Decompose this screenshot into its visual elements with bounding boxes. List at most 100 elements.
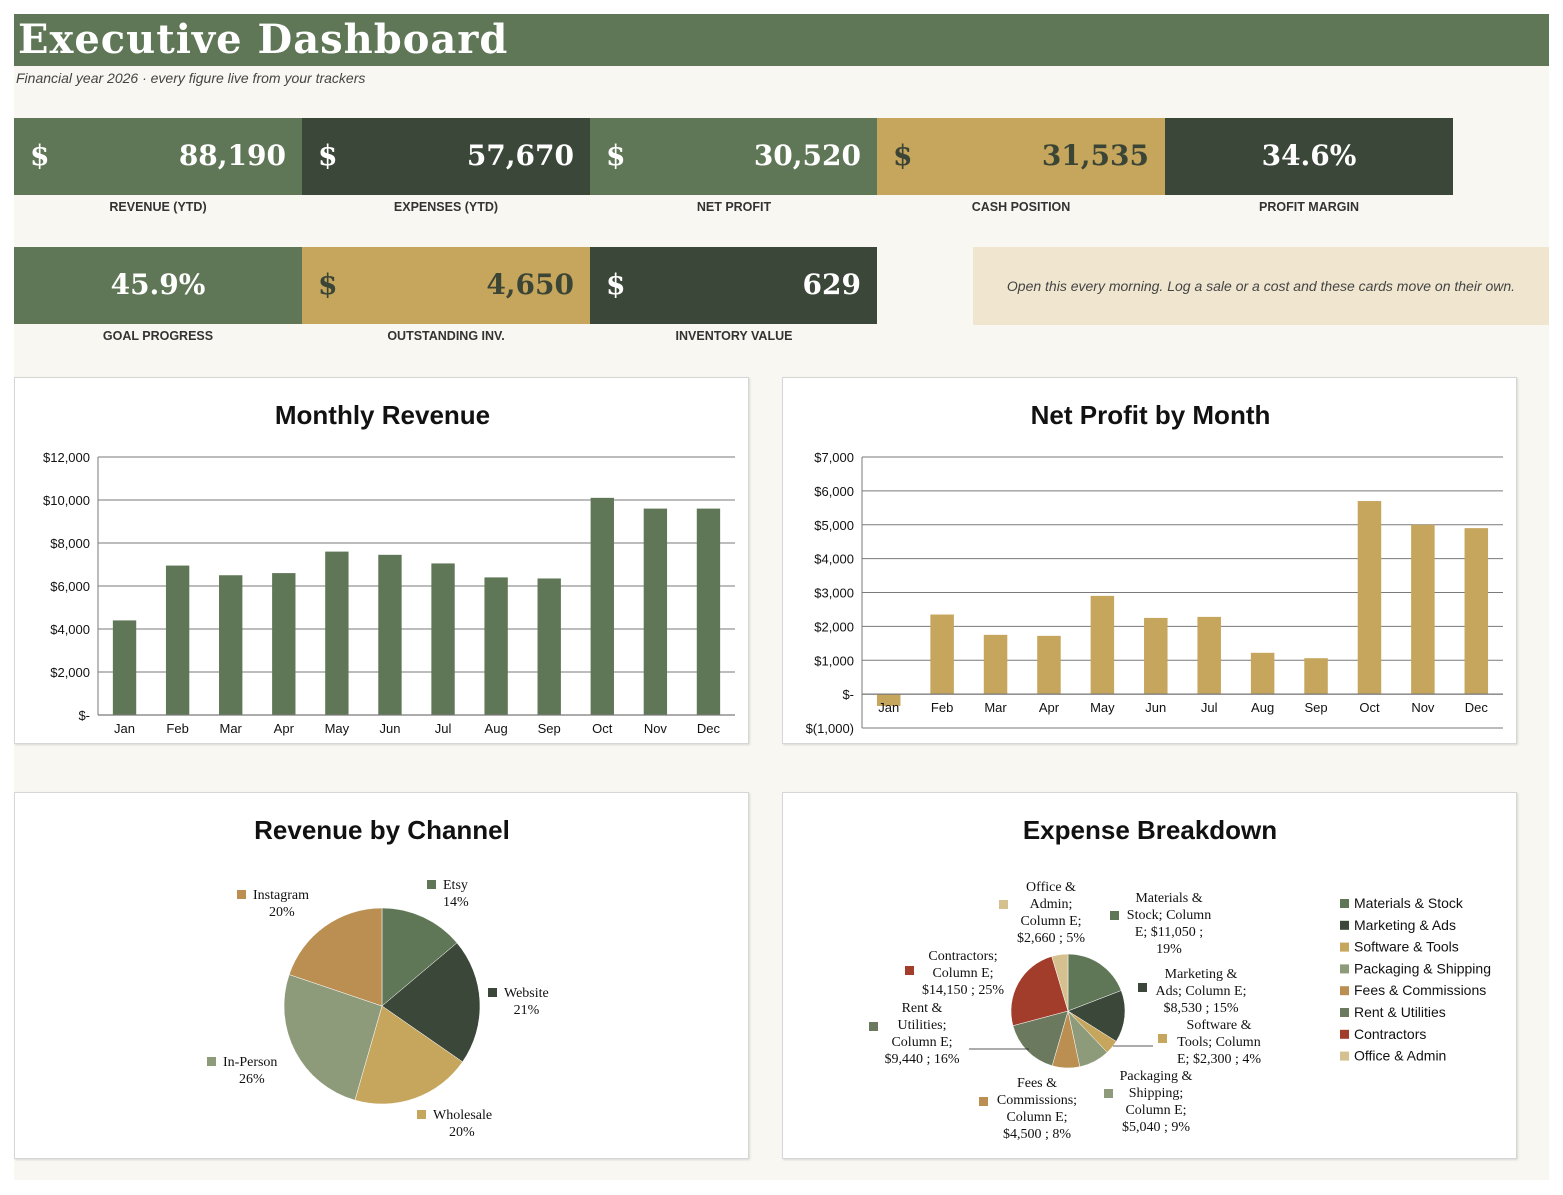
data-label-line: E; $11,050 ;: [1135, 925, 1203, 940]
pie-slice-marketing-ads: [1067, 990, 1126, 1042]
data-label-line: $4,500 ; 8%: [1003, 1127, 1071, 1142]
y-tick-label: $-: [842, 687, 854, 702]
data-label-line: Marketing &: [1165, 967, 1238, 982]
data-label-line: Tools; Column: [1177, 1035, 1260, 1050]
kpi-value: 30,520: [753, 139, 861, 172]
kpi-card-revenue: $ 88,190: [14, 118, 302, 195]
legend-key: [1340, 899, 1349, 908]
kpi-card-expenses: $ 57,670: [302, 118, 590, 195]
x-tick-label: Aug: [485, 721, 508, 736]
bar-jul: [1197, 616, 1221, 695]
chart-panel-monthly-revenue: Monthly Revenue $- $2,000 $4,000 $6,000 $8,00…: [14, 377, 749, 744]
y-tick-label: $4,000: [50, 622, 90, 637]
x-tick-label: Jun: [379, 721, 400, 736]
kpi-currency: $: [893, 139, 913, 172]
legend-key: [237, 890, 246, 899]
x-tick-label: Mar: [220, 721, 243, 736]
legend-key: [1340, 964, 1349, 974]
x-tick-label: Jul: [1201, 700, 1218, 715]
x-tick-label: May: [325, 721, 350, 736]
kpi-value: 34.6%: [1261, 139, 1357, 172]
bar-dec: [696, 508, 721, 715]
y-tick-label: $3,000: [814, 586, 854, 601]
legend-entry: Software & Tools: [1354, 939, 1459, 955]
bar-jun: [1144, 617, 1168, 695]
legend-key: [1340, 1051, 1349, 1061]
y-tick-label: $7,000: [814, 450, 854, 465]
y-tick-label: $5,000: [814, 518, 854, 533]
bar-jul: [431, 563, 455, 715]
kpi-value: 45.9%: [110, 268, 206, 301]
data-label-line: Software &: [1187, 1018, 1252, 1033]
legend-key: [1340, 986, 1349, 996]
legend-entry: Office & Admin: [1354, 1048, 1446, 1064]
pie-slice-contractors: [1010, 956, 1069, 1026]
pie-slice-instagram: [288, 907, 383, 1007]
bar-aug: [1250, 652, 1275, 695]
y-tick-label: $12,000: [43, 450, 90, 465]
data-label-line: Column E;: [1006, 1110, 1067, 1125]
data-label-key: [1158, 1034, 1167, 1043]
pie-slice-website: [381, 942, 481, 1063]
bar-sep: [537, 578, 561, 715]
legend-key: [488, 988, 497, 997]
chart-panel-revenue-by-channel: Revenue by Channel Etsy 14% Website 21% Whole…: [14, 792, 749, 1159]
expense-breakdown-chart: Expense Breakdown Materials & Stock; Colum…: [869, 815, 1491, 1142]
x-tick-label: Sep: [1304, 700, 1327, 715]
x-tick-label: Dec: [697, 721, 721, 736]
bar-sep: [1304, 658, 1328, 695]
data-label-line: Column E;: [932, 966, 993, 981]
x-tick-label: Aug: [1251, 700, 1274, 715]
data-label-key: [999, 900, 1008, 909]
chart-title: Revenue by Channel: [254, 815, 510, 845]
bar-oct: [1357, 501, 1382, 695]
x-tick-label: Oct: [592, 721, 613, 736]
slice-percent-label: 14%: [443, 895, 469, 910]
kpi-label: PROFIT MARGIN: [1259, 200, 1359, 214]
data-label-line: $5,040 ; 9%: [1122, 1120, 1190, 1135]
kpi-card-inventory-value: $ 629: [590, 247, 877, 324]
legend-entry: Contractors: [1354, 1026, 1426, 1042]
y-tick-label: $4,000: [814, 552, 854, 567]
kpi-label: CASH POSITION: [971, 200, 1071, 214]
legend-key: [1340, 920, 1349, 930]
x-tick-label: Dec: [1465, 700, 1489, 715]
x-tick-label: Mar: [984, 700, 1007, 715]
x-tick-label: Oct: [1359, 700, 1380, 715]
y-tick-label: $-: [78, 708, 90, 723]
legend-entry: Marketing & Ads: [1354, 917, 1456, 933]
data-label-key: [1110, 911, 1119, 920]
slice-name-label: In-Person: [223, 1055, 277, 1070]
kpi-currency: $: [606, 268, 626, 301]
bar-feb: [930, 614, 954, 695]
data-label-line: Column E;: [1125, 1103, 1186, 1118]
y-tick-label: $6,000: [814, 484, 854, 499]
pie-slice-office-admin: [1051, 953, 1069, 1012]
legend-key: [427, 880, 436, 889]
monthly-revenue-chart: Monthly Revenue $- $2,000 $4,000 $6,000 $8,00…: [43, 400, 735, 736]
data-label-key: [905, 966, 914, 975]
data-label-key: [1138, 983, 1147, 992]
pie-slice-wholesale: [354, 1005, 463, 1105]
x-tick-label: Apr: [1039, 700, 1060, 715]
y-tick-label: $10,000: [43, 493, 90, 508]
data-label-line: Office &: [1026, 880, 1076, 895]
x-tick-label: May: [1090, 700, 1115, 715]
x-tick-label: Jun: [1145, 700, 1166, 715]
data-label-line: Column E;: [1020, 914, 1081, 929]
kpi-card-outstanding-invoices: $ 4,650: [302, 247, 590, 324]
x-tick-label: Nov: [644, 721, 668, 736]
x-tick-label: Sep: [538, 721, 561, 736]
legend-entry: Packaging & Shipping: [1354, 960, 1491, 976]
bar-jun: [378, 554, 402, 715]
y-tick-label: $2,000: [50, 665, 90, 680]
pie-slice-rent-utilities: [1012, 1010, 1069, 1067]
slice-name-label: Wholesale: [433, 1108, 492, 1123]
legend-entry: Rent & Utilities: [1354, 1004, 1446, 1020]
bar-may: [1090, 595, 1115, 695]
net-profit-chart: Net Profit by Month $(1,000) $- $1,000 $2,00…: [806, 400, 1503, 736]
y-tick-label: $1,000: [814, 653, 854, 668]
kpi-label: NET PROFIT: [696, 200, 772, 214]
kpi-label: REVENUE (YTD): [109, 200, 207, 214]
pie-slice-materials-stock: [1067, 953, 1122, 1012]
